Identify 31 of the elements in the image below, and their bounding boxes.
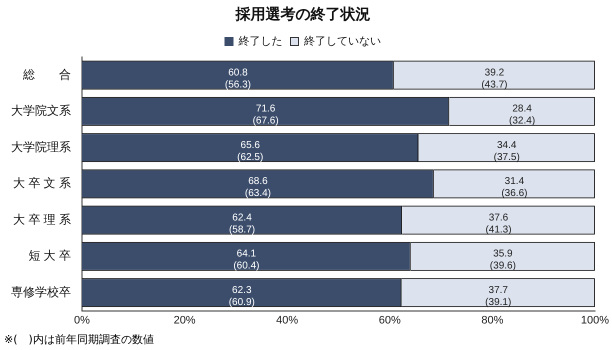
- data-label: 62.4 (58.7): [228, 212, 256, 236]
- x-tick-label: 100%: [580, 314, 610, 326]
- data-label: 28.4 (32.4): [509, 104, 536, 127]
- chart-title: 採用選考の終了状況: [234, 6, 370, 24]
- y-tick-label: 専修学校卒: [11, 284, 71, 299]
- y-tick-label: 総 合: [22, 67, 71, 82]
- data-label: 31.4 (36.6): [501, 176, 528, 200]
- text: ※( )内は前年同期調査の数値: [4, 332, 154, 347]
- legend-label: 終了した: [238, 36, 282, 48]
- x-tick-label: 40%: [276, 314, 298, 326]
- data-label: 68.6 (63.4): [244, 176, 271, 200]
- x-tick-label: 80%: [481, 314, 504, 326]
- x-tick-label: 60%: [378, 314, 401, 326]
- data-label: 34.4 (37.5): [494, 140, 520, 163]
- data-label: 39.2 (43.7): [481, 67, 508, 90]
- data-label: 35.9 (39.6): [490, 248, 516, 272]
- y-tick-label: 大学院文系: [11, 104, 71, 118]
- data-label: 64.1 (60.4): [233, 248, 260, 272]
- y-tick-label: 短 大 卒: [28, 248, 71, 263]
- y-tick-label: 大学院理系: [11, 140, 71, 154]
- y-tick-label: 大 卒 理 系: [12, 212, 71, 226]
- data-label: 62.3 (60.9): [228, 284, 255, 308]
- data-label: 37.6 (41.3): [485, 212, 512, 236]
- x-tick-label: 0%: [74, 314, 90, 326]
- data-label: 60.8 (56.3): [224, 67, 251, 90]
- data-label: 37.7 (39.1): [485, 284, 512, 308]
- data-label: 71.6 (67.6): [252, 104, 279, 127]
- y-tick-label: 大 卒 文 系: [12, 176, 71, 190]
- legend-label: 終了していない: [303, 36, 381, 48]
- data-label: 65.6 (62.5): [237, 140, 264, 163]
- x-tick-label: 20%: [174, 314, 196, 326]
